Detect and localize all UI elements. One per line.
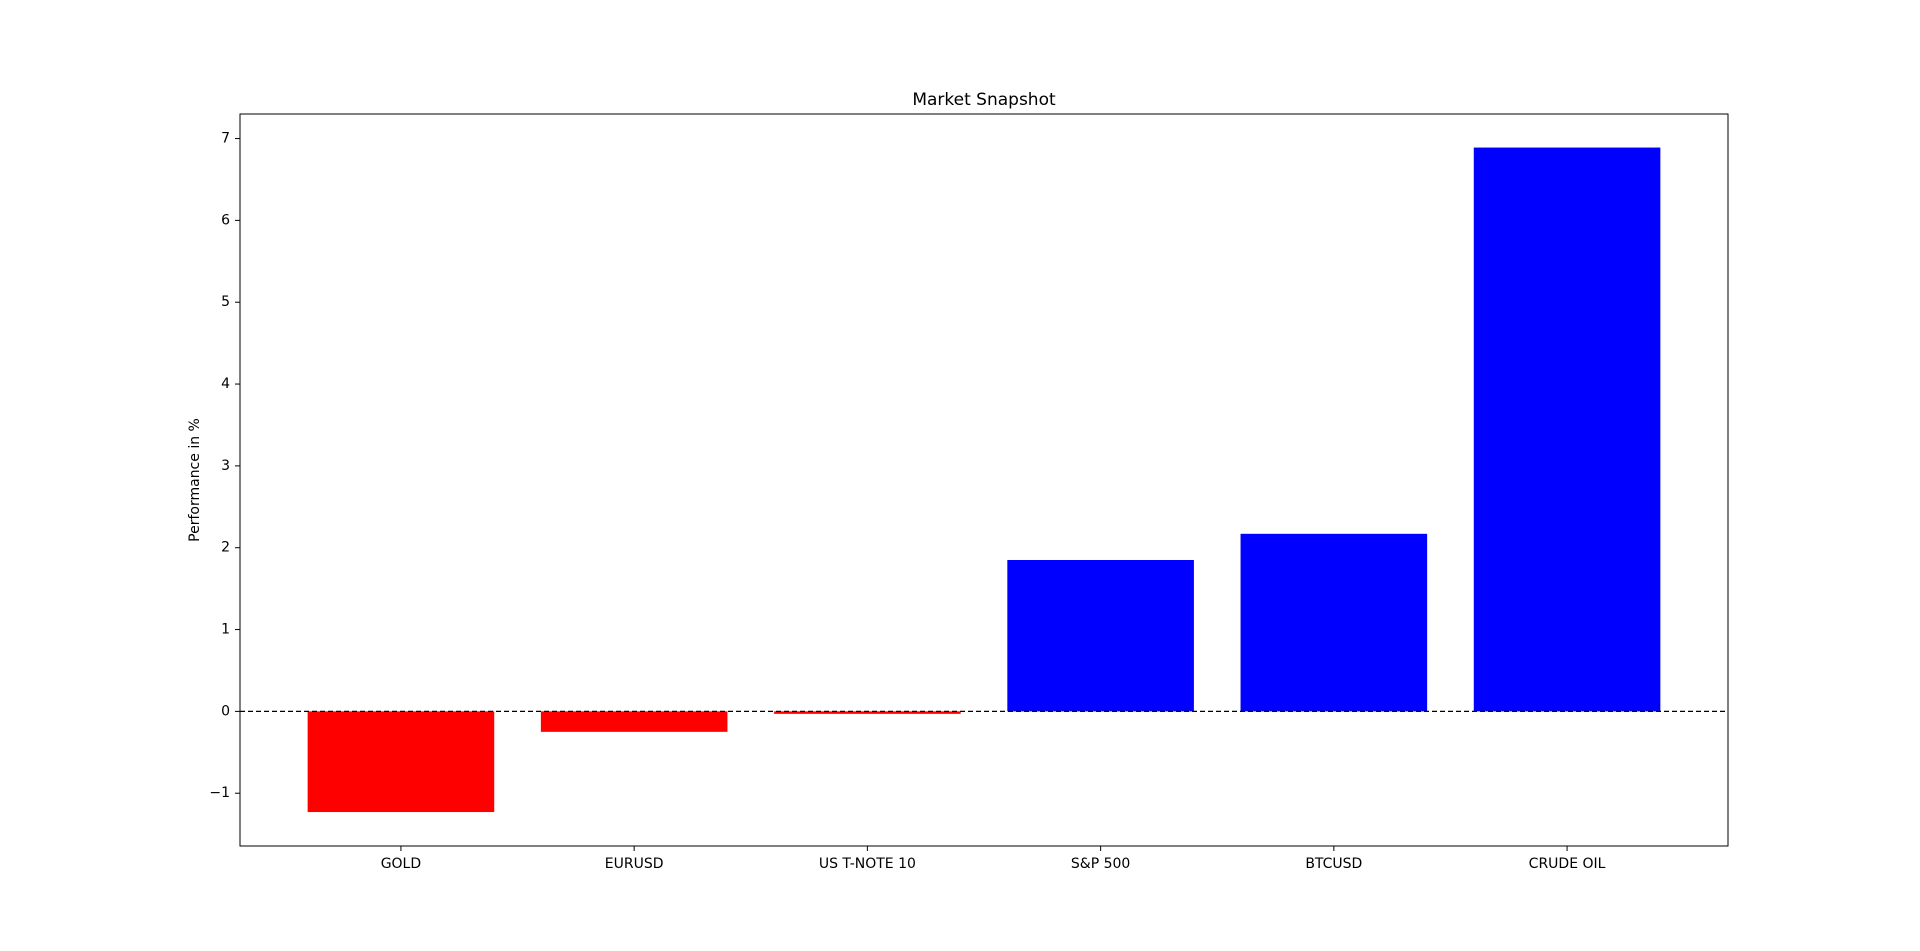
y-tick-label: −1 <box>209 785 230 801</box>
bar <box>1007 559 1194 712</box>
x-tick-label: S&P 500 <box>1071 856 1130 872</box>
y-tick-label: 7 <box>221 131 230 147</box>
x-tick-label: US T-NOTE 10 <box>819 856 916 872</box>
bar <box>1473 147 1661 712</box>
y-tick-label: 4 <box>221 376 230 392</box>
y-tick-label: 1 <box>221 622 230 638</box>
chart-title: Market Snapshot <box>912 90 1056 110</box>
y-tick-label: 6 <box>221 212 230 228</box>
x-tick-label: BTCUSD <box>1305 856 1362 872</box>
y-axis-label: Performance in % <box>187 418 203 542</box>
bar <box>1240 533 1428 712</box>
y-tick-label: 3 <box>221 458 230 474</box>
x-tick-label: EURUSD <box>605 856 664 872</box>
x-tick-label: GOLD <box>381 856 421 872</box>
bar <box>540 711 728 732</box>
bar <box>307 711 495 813</box>
y-tick-label: 0 <box>221 703 230 719</box>
y-tick-label: 2 <box>221 540 230 556</box>
y-tick-label: 5 <box>221 294 230 310</box>
plot-frame <box>239 113 1729 847</box>
x-tick-label: CRUDE OIL <box>1529 856 1606 872</box>
bar <box>774 711 961 714</box>
